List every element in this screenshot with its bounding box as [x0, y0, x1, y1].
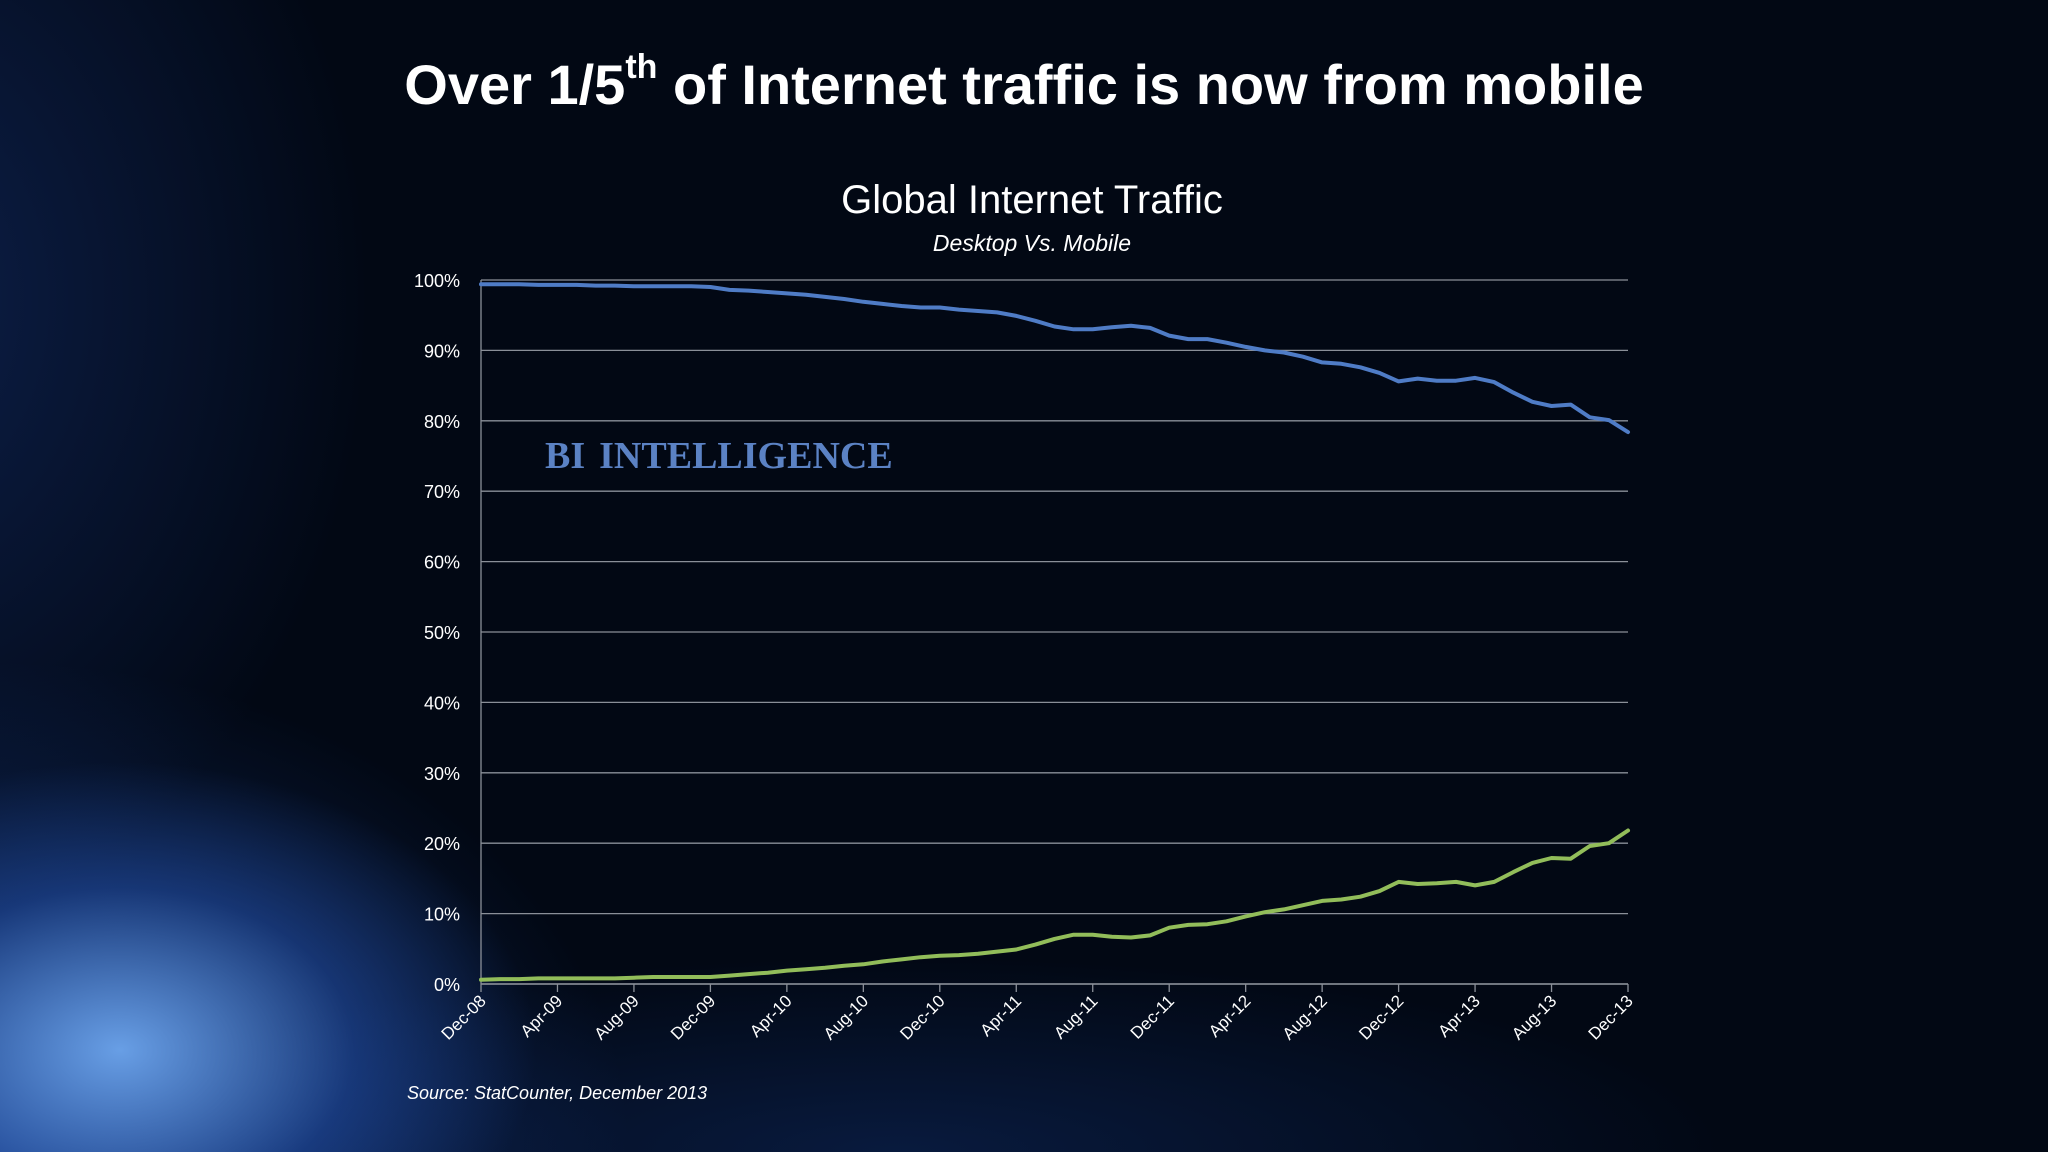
bi-intelligence-logo: BI INTELLIGENCE	[545, 435, 893, 477]
gridlines	[481, 279, 1628, 985]
x-tick-label: Aug-09	[591, 991, 643, 1043]
x-tick-label: Apr-11	[976, 991, 1025, 1040]
y-tick-label: 100%	[414, 271, 460, 291]
y-tick-label: 40%	[424, 693, 460, 713]
logo-first-word: BI	[545, 435, 585, 477]
x-tick-label: Dec-11	[1127, 991, 1178, 1042]
x-tick-label: Aug-13	[1508, 991, 1560, 1043]
logo-second-word: INTELLIGENCE	[599, 435, 893, 477]
x-axis: Dec-08 Apr-09 Aug-09 Dec-09 Apr-10 Aug-10 Dec-…	[438, 983, 1637, 1044]
headline-superscript: th	[625, 48, 658, 86]
x-tick-label: Dec-12	[1355, 991, 1407, 1043]
series-lines	[479, 282, 1630, 982]
x-tick-label: Apr-10	[746, 991, 796, 1041]
x-tick-label: Aug-10	[820, 991, 872, 1043]
x-tick-label: Dec-09	[667, 991, 719, 1043]
x-tick-label: Dec-10	[896, 991, 948, 1043]
y-tick-label: 50%	[424, 623, 460, 643]
x-tick-label: Dec-08	[438, 991, 490, 1043]
y-tick-label: 60%	[424, 553, 460, 573]
x-tick-label: Aug-12	[1279, 991, 1331, 1043]
headline-text-end: of Internet traffic is now from mobile	[657, 53, 1644, 116]
x-tick-label: Apr-13	[1434, 991, 1484, 1041]
y-tick-label: 10%	[424, 905, 460, 925]
x-tick-label: Apr-09	[517, 991, 567, 1041]
y-tick-label: 20%	[424, 834, 460, 854]
headline-text-start: Over 1/5	[404, 53, 626, 116]
slide-headline: Over 1/5th of Internet traffic is now fr…	[0, 50, 2048, 117]
x-tick-label: Apr-12	[1205, 991, 1255, 1041]
y-tick-label: 70%	[424, 482, 460, 502]
x-tick-label: Aug-11	[1050, 991, 1101, 1042]
y-tick-label: 80%	[424, 412, 460, 432]
x-tick-label: Dec-13	[1585, 991, 1637, 1043]
y-axis: 0% 10% 20% 30% 40% 50% 60% 70% 80% 90% 100%	[414, 271, 482, 995]
y-tick-label: 30%	[424, 764, 460, 784]
mobile-series-line	[479, 828, 1630, 982]
chart-title: Global Internet Traffic	[841, 178, 1223, 222]
chart-subtitle: Desktop Vs. Mobile	[932, 230, 1132, 256]
source-note: Source: StatCounter, December 2013	[407, 1083, 708, 1103]
y-tick-label: 0%	[434, 975, 460, 995]
y-tick-label: 90%	[424, 341, 460, 361]
desktop-series-line	[479, 282, 1630, 435]
